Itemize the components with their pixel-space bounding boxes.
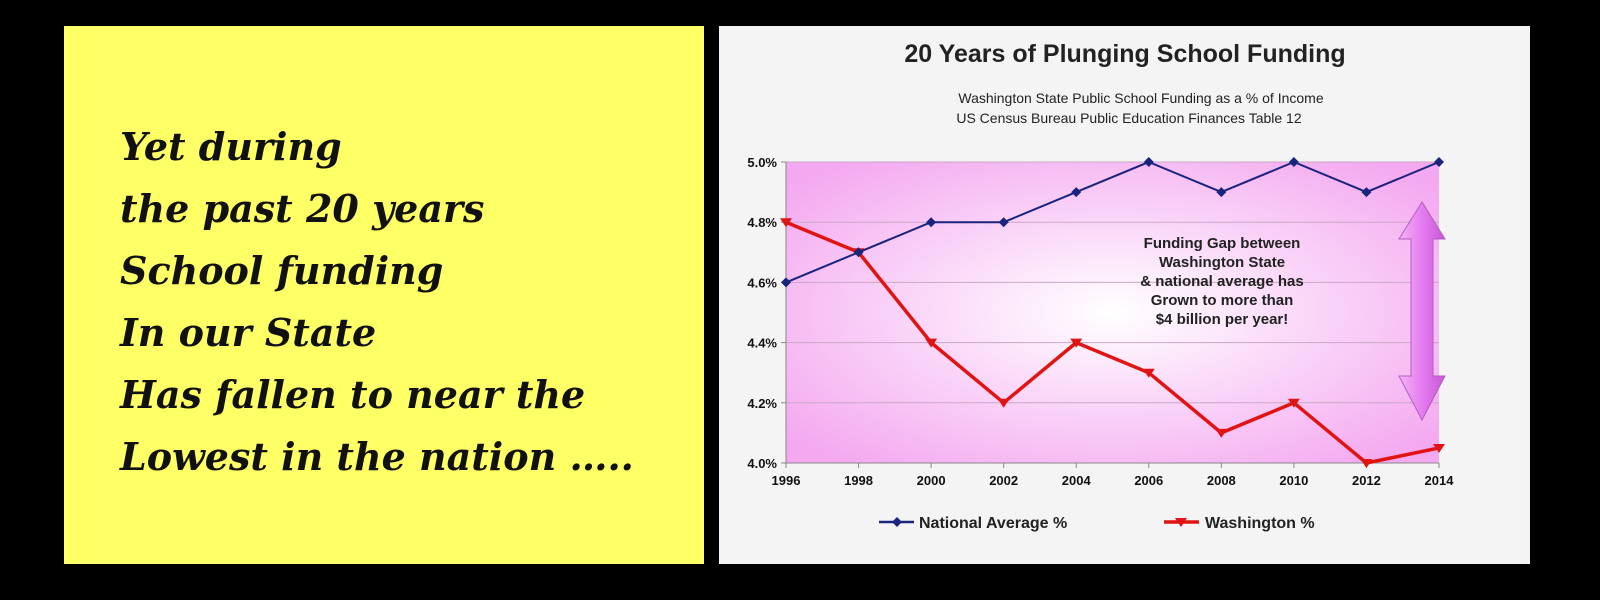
legend-label: National Average % [919,515,1067,532]
data-point-national [998,217,1009,228]
statement-line: Yet during [120,124,342,169]
x-tick-label: 2004 [1062,473,1092,488]
y-tick-label: 4.8% [747,215,777,230]
series-line-washington [785,220,1440,465]
data-point-washington [1433,443,1445,453]
statement-line: the past 20 years [120,186,485,231]
legend: National Average % Washington % [879,515,1315,532]
data-point-national [1361,187,1372,198]
legend-label: Washington % [1205,515,1315,532]
annotation-line: Funding Gap between [1144,235,1301,252]
statement-text: Yet during the past 20 years School fund… [120,116,634,488]
data-point-national [1071,187,1082,198]
data-point-washington [997,398,1010,408]
text-panel: Yet during the past 20 years School fund… [64,26,704,564]
x-tick-label: 1996 [772,473,801,488]
statement-line: Lowest in the nation ….. [120,434,634,479]
chart-panel: 20 Years of Plunging School Funding Wash… [719,26,1530,564]
legend-item-washington: Washington % [1164,515,1315,532]
data-point-national [781,277,791,288]
statement-line: School funding [120,248,444,293]
data-point-washington [1287,398,1300,408]
x-tick-label: 2006 [1134,473,1163,488]
diamond-marker-icon [892,517,902,527]
data-point-national [1288,157,1299,167]
statement-line: Has fallen to near the [120,372,586,417]
x-tick-label: 2002 [989,473,1018,488]
axes [781,162,1439,468]
funding-gap-annotation: Funding Gap between Washington State & n… [1140,235,1303,328]
y-axis-ticks: 4.0% 4.2% 4.4% 4.6% 4.8% 5.0% [747,155,786,471]
y-tick-label: 5.0% [747,155,777,170]
data-point-washington [1070,338,1083,348]
x-axis-ticks: 1996 1998 2000 2002 2004 2006 2008 2010 2012 2014 [772,463,1455,488]
x-tick-label: 2010 [1279,473,1308,488]
data-point-washington [1215,428,1228,438]
y-tick-label: 4.2% [747,396,777,411]
series-line-national [785,161,1440,284]
y-tick-label: 4.0% [747,456,777,471]
y-tick-label: 4.4% [747,336,777,351]
triangle-marker-icon [1175,518,1187,527]
annotation-line: Grown to more than [1151,292,1294,309]
funding-gap-arrow [1398,201,1446,422]
data-point-national [1143,157,1154,167]
data-point-washington [1142,368,1155,378]
plot-area [786,162,1439,463]
series-group [780,157,1445,468]
chart-subtitle: Washington State Public School Funding a… [958,90,1323,106]
x-tick-label: 2012 [1352,473,1381,488]
data-point-national [853,247,864,258]
x-tick-label: 1998 [844,473,873,488]
line-chart: 20 Years of Plunging School Funding Wash… [747,40,1455,532]
data-point-national [1434,157,1444,167]
annotation-line: $4 billion per year! [1156,311,1289,328]
annotation-line: Washington State [1159,254,1285,271]
data-point-washington [780,218,792,228]
y-tick-label: 4.6% [747,275,777,290]
x-tick-label: 2008 [1207,473,1236,488]
legend-item-national: National Average % [879,515,1067,532]
data-point-national [926,217,937,228]
data-point-national [1216,187,1227,198]
x-tick-label: 2000 [917,473,946,488]
chart-title: 20 Years of Plunging School Funding [904,40,1345,68]
data-point-washington [1360,459,1373,468]
chart-subtitle: US Census Bureau Public Education Financ… [956,110,1301,126]
statement-line: In our State [120,310,377,355]
data-point-washington [925,338,938,348]
annotation-line: & national average has [1140,273,1303,290]
double-arrow-icon [1398,201,1446,422]
x-tick-label: 2014 [1425,473,1455,488]
